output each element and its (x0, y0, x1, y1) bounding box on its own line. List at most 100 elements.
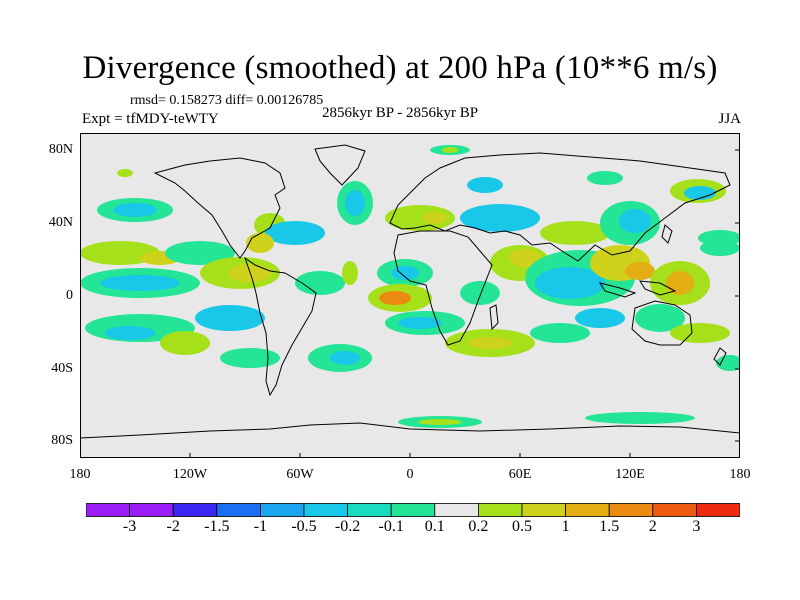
colorbar-box (303, 503, 348, 517)
colorbar-box (86, 503, 130, 517)
anomaly-patch (460, 281, 500, 305)
colorbar-label: 2 (648, 518, 657, 535)
colorbar-label: -0.5 (291, 518, 317, 535)
lon-label-120e: 120E (615, 467, 645, 482)
colorbar-box (608, 503, 654, 517)
anomaly-patch (165, 241, 235, 265)
divergence-map (80, 133, 740, 458)
colorbar-box (216, 503, 261, 517)
anomaly-patch (391, 266, 419, 280)
colorbar-box (652, 503, 697, 517)
lon-label-60e: 60E (508, 467, 532, 482)
colorbar-box (347, 503, 392, 517)
anomaly-patch (418, 419, 462, 425)
coastline-australia (631, 300, 693, 346)
anomaly-patch (684, 186, 716, 200)
colorbar-label: 0.5 (512, 518, 532, 535)
anomaly-patch (540, 221, 610, 245)
anomaly-patch (442, 147, 458, 153)
coastline-antarctica (80, 422, 740, 439)
colorbar-label: -0.2 (334, 518, 361, 535)
lat-label-80s: 80S (51, 433, 73, 448)
coastline-africa (393, 230, 493, 346)
colorbar-label: -3 (122, 518, 137, 535)
anomaly-patch (635, 304, 685, 332)
anomaly-patch (467, 177, 503, 193)
coastline-new-guinea (639, 280, 677, 296)
colorbar-label: -1 (253, 518, 268, 535)
anomaly-patch (700, 240, 740, 256)
anomaly-patch (246, 233, 274, 253)
colorbar-label: -0.1 (378, 518, 404, 535)
season-label: JJA (718, 111, 741, 127)
anomaly-patch (585, 412, 695, 424)
anomaly-patch (385, 205, 455, 231)
coastline-new-zealand (713, 347, 727, 366)
lat-label-0: 0 (66, 288, 73, 303)
colorbar-label: -2 (166, 518, 180, 535)
period-label: 2856kyr BP - 2856kyr BP (322, 105, 479, 121)
colorbar-label: 1 (561, 518, 570, 535)
colorbar-box (477, 503, 523, 517)
coastline-indonesia (598, 282, 637, 298)
anomaly-patch (670, 323, 730, 343)
anomaly-patch (195, 305, 265, 331)
colorbar-box (259, 503, 305, 517)
anomaly-patch (398, 317, 442, 329)
lat-label-80n: 80N (48, 142, 73, 157)
anomaly-patch (535, 267, 605, 299)
anomaly-patch (468, 337, 512, 349)
colorbar-label: 0.2 (468, 518, 489, 535)
colorbar-box (521, 503, 566, 517)
colorbar-label: 0.1 (424, 518, 445, 535)
anomaly-patch (619, 209, 651, 233)
lat-label-40n: 40N (48, 215, 73, 230)
colorbar-label: 3 (692, 518, 701, 535)
anomaly-patch (460, 204, 540, 232)
anomaly-patch (530, 323, 590, 343)
coastline-madagascar (489, 304, 499, 331)
anomaly-patch (100, 275, 180, 291)
anomaly-patch (295, 271, 345, 295)
coastline-eurasia (389, 152, 731, 262)
coastline-greenland (314, 144, 366, 186)
lon-label-120w: 120W (172, 467, 208, 482)
coastlines (80, 144, 740, 439)
lat-label-40s: 40S (51, 361, 73, 376)
anomaly-patch (509, 249, 541, 267)
lon-label-60w: 60W (286, 467, 314, 482)
anomaly-patch (587, 171, 623, 185)
anomaly-patch (330, 351, 360, 365)
colorbar-box (172, 503, 218, 517)
lon-label-180w: 180 (69, 467, 91, 482)
divergence-anomaly-fields (80, 145, 740, 428)
colorbar (86, 503, 740, 517)
plot-title: Divergence (smoothed) at 200 hPa (10**6 … (82, 50, 718, 86)
anomaly-patch (716, 355, 740, 371)
lon-label-180e: 180 (729, 467, 751, 482)
anomaly-patch (265, 221, 325, 245)
anomaly-patch (666, 271, 694, 295)
colorbar-label: -1.5 (204, 518, 230, 535)
axis-ticks (189, 149, 740, 458)
rmsd-diff-stats: rmsd= 0.158273 diff= 0.00126785 (130, 93, 324, 108)
anomaly-patch (160, 331, 210, 355)
anomaly-patch (117, 169, 133, 177)
coastline-south-america (244, 256, 317, 397)
experiment-label: Expt = tfMDY-teWTY (82, 111, 219, 127)
anomaly-patch (342, 261, 358, 285)
anomaly-patch (345, 190, 365, 216)
anomaly-patch (80, 241, 160, 265)
anomaly-patch (575, 308, 625, 328)
colorbar-label: 1.5 (599, 518, 620, 535)
anomaly-patch (220, 348, 280, 368)
colorbar-box (390, 503, 436, 517)
anomaly-patch (113, 203, 157, 217)
coastline-japan (661, 224, 673, 244)
anomaly-patch (423, 212, 447, 224)
anomaly-patch (379, 291, 411, 305)
coastline-north-america (153, 157, 286, 259)
anomaly-patch (105, 326, 155, 340)
anomaly-patch (625, 262, 655, 280)
colorbar-box (696, 503, 740, 517)
